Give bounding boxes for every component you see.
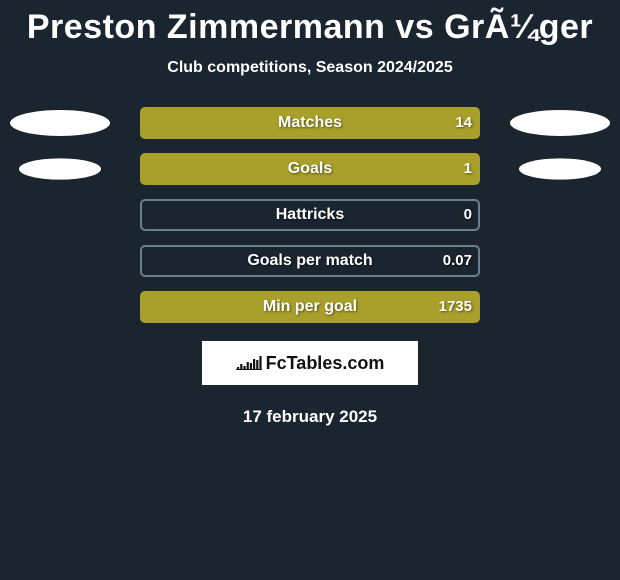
stat-bar xyxy=(140,107,480,139)
player-left-pill xyxy=(10,110,110,136)
stat-bar xyxy=(140,245,480,277)
subtitle: Club competitions, Season 2024/2025 xyxy=(0,59,620,77)
chart-icon xyxy=(236,351,262,376)
stat-row: Goals per match0.07 xyxy=(0,245,620,277)
stats-list: Matches14 Goals1 Hattricks0 Goals per match… xyxy=(0,107,620,323)
stat-row: Matches14 xyxy=(0,107,620,139)
player-right-pill xyxy=(510,110,610,136)
stat-row: Hattricks0 xyxy=(0,199,620,231)
stat-row: Min per goal1735 xyxy=(0,291,620,323)
player-left-pill xyxy=(19,158,101,179)
stat-bar-fill xyxy=(142,293,478,321)
stat-bar xyxy=(140,199,480,231)
date-text: 17 february 2025 xyxy=(0,407,620,427)
brand-badge: FcTables.com xyxy=(202,341,418,385)
stat-bar-fill xyxy=(142,109,478,137)
page-title: Preston Zimmermann vs GrÃ¼ger xyxy=(0,8,620,47)
brand-text: FcTables.com xyxy=(266,353,385,374)
stat-row: Goals1 xyxy=(0,153,620,185)
player-right-pill xyxy=(519,158,601,179)
stat-bar xyxy=(140,291,480,323)
comparison-infographic: Preston Zimmermann vs GrÃ¼ger Club compe… xyxy=(0,0,620,427)
stat-bar-fill xyxy=(142,155,478,183)
stat-bar xyxy=(140,153,480,185)
